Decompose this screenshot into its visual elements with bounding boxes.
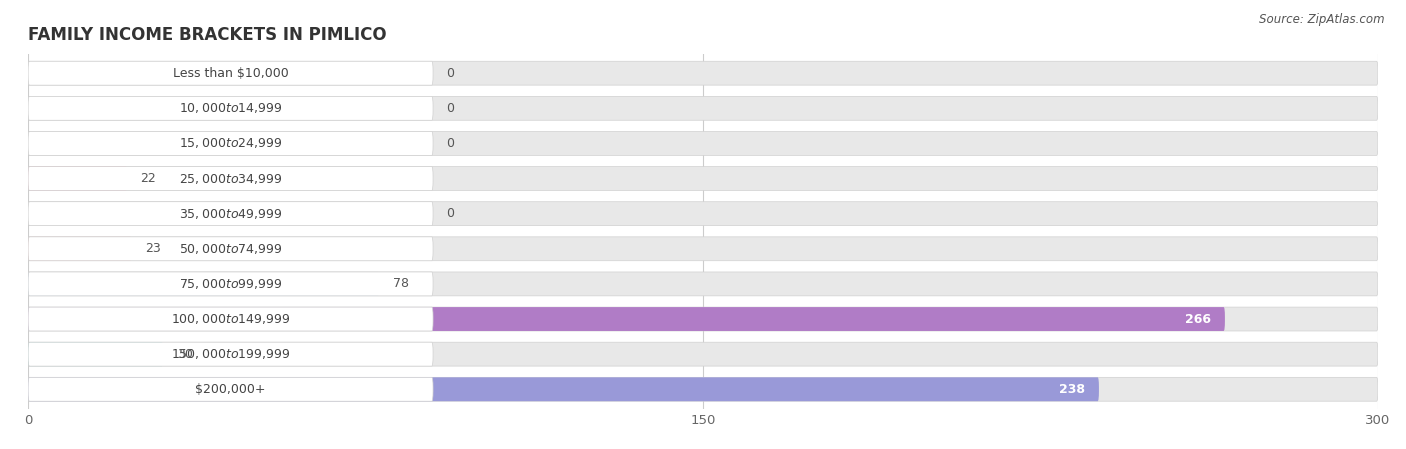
Text: $10,000 to $14,999: $10,000 to $14,999 <box>179 101 283 115</box>
FancyBboxPatch shape <box>28 307 1378 331</box>
FancyBboxPatch shape <box>28 167 127 190</box>
FancyBboxPatch shape <box>28 97 1378 120</box>
FancyBboxPatch shape <box>28 61 433 85</box>
FancyBboxPatch shape <box>28 377 433 401</box>
FancyBboxPatch shape <box>28 237 1378 261</box>
FancyBboxPatch shape <box>28 342 163 366</box>
Text: 23: 23 <box>145 242 160 255</box>
FancyBboxPatch shape <box>28 272 380 296</box>
FancyBboxPatch shape <box>28 202 1378 225</box>
Text: 238: 238 <box>1060 383 1085 396</box>
Text: $15,000 to $24,999: $15,000 to $24,999 <box>179 136 283 150</box>
Text: $50,000 to $74,999: $50,000 to $74,999 <box>179 242 283 256</box>
Text: $150,000 to $199,999: $150,000 to $199,999 <box>172 347 290 361</box>
FancyBboxPatch shape <box>28 272 1378 296</box>
FancyBboxPatch shape <box>28 61 1378 85</box>
FancyBboxPatch shape <box>28 202 433 225</box>
Text: 22: 22 <box>141 172 156 185</box>
Text: $100,000 to $149,999: $100,000 to $149,999 <box>172 312 290 326</box>
FancyBboxPatch shape <box>28 132 433 155</box>
Text: $200,000+: $200,000+ <box>195 383 266 396</box>
FancyBboxPatch shape <box>28 167 433 190</box>
Text: $35,000 to $49,999: $35,000 to $49,999 <box>179 207 283 220</box>
Text: 266: 266 <box>1185 313 1212 326</box>
Text: Source: ZipAtlas.com: Source: ZipAtlas.com <box>1260 13 1385 26</box>
Text: $25,000 to $34,999: $25,000 to $34,999 <box>179 172 283 185</box>
FancyBboxPatch shape <box>28 272 433 296</box>
FancyBboxPatch shape <box>28 167 1378 190</box>
FancyBboxPatch shape <box>28 132 1378 155</box>
Text: 0: 0 <box>447 207 454 220</box>
FancyBboxPatch shape <box>28 307 433 331</box>
FancyBboxPatch shape <box>28 377 1099 401</box>
Text: 30: 30 <box>177 348 193 361</box>
Text: FAMILY INCOME BRACKETS IN PIMLICO: FAMILY INCOME BRACKETS IN PIMLICO <box>28 26 387 44</box>
FancyBboxPatch shape <box>28 237 132 261</box>
Text: 0: 0 <box>447 67 454 79</box>
FancyBboxPatch shape <box>28 237 433 261</box>
Text: Less than $10,000: Less than $10,000 <box>173 67 288 79</box>
FancyBboxPatch shape <box>28 307 1225 331</box>
Text: 0: 0 <box>447 137 454 150</box>
FancyBboxPatch shape <box>28 342 433 366</box>
Text: 78: 78 <box>392 277 409 291</box>
Text: 0: 0 <box>447 102 454 115</box>
Text: $75,000 to $99,999: $75,000 to $99,999 <box>179 277 283 291</box>
FancyBboxPatch shape <box>28 377 1378 401</box>
FancyBboxPatch shape <box>28 97 433 120</box>
FancyBboxPatch shape <box>28 342 1378 366</box>
